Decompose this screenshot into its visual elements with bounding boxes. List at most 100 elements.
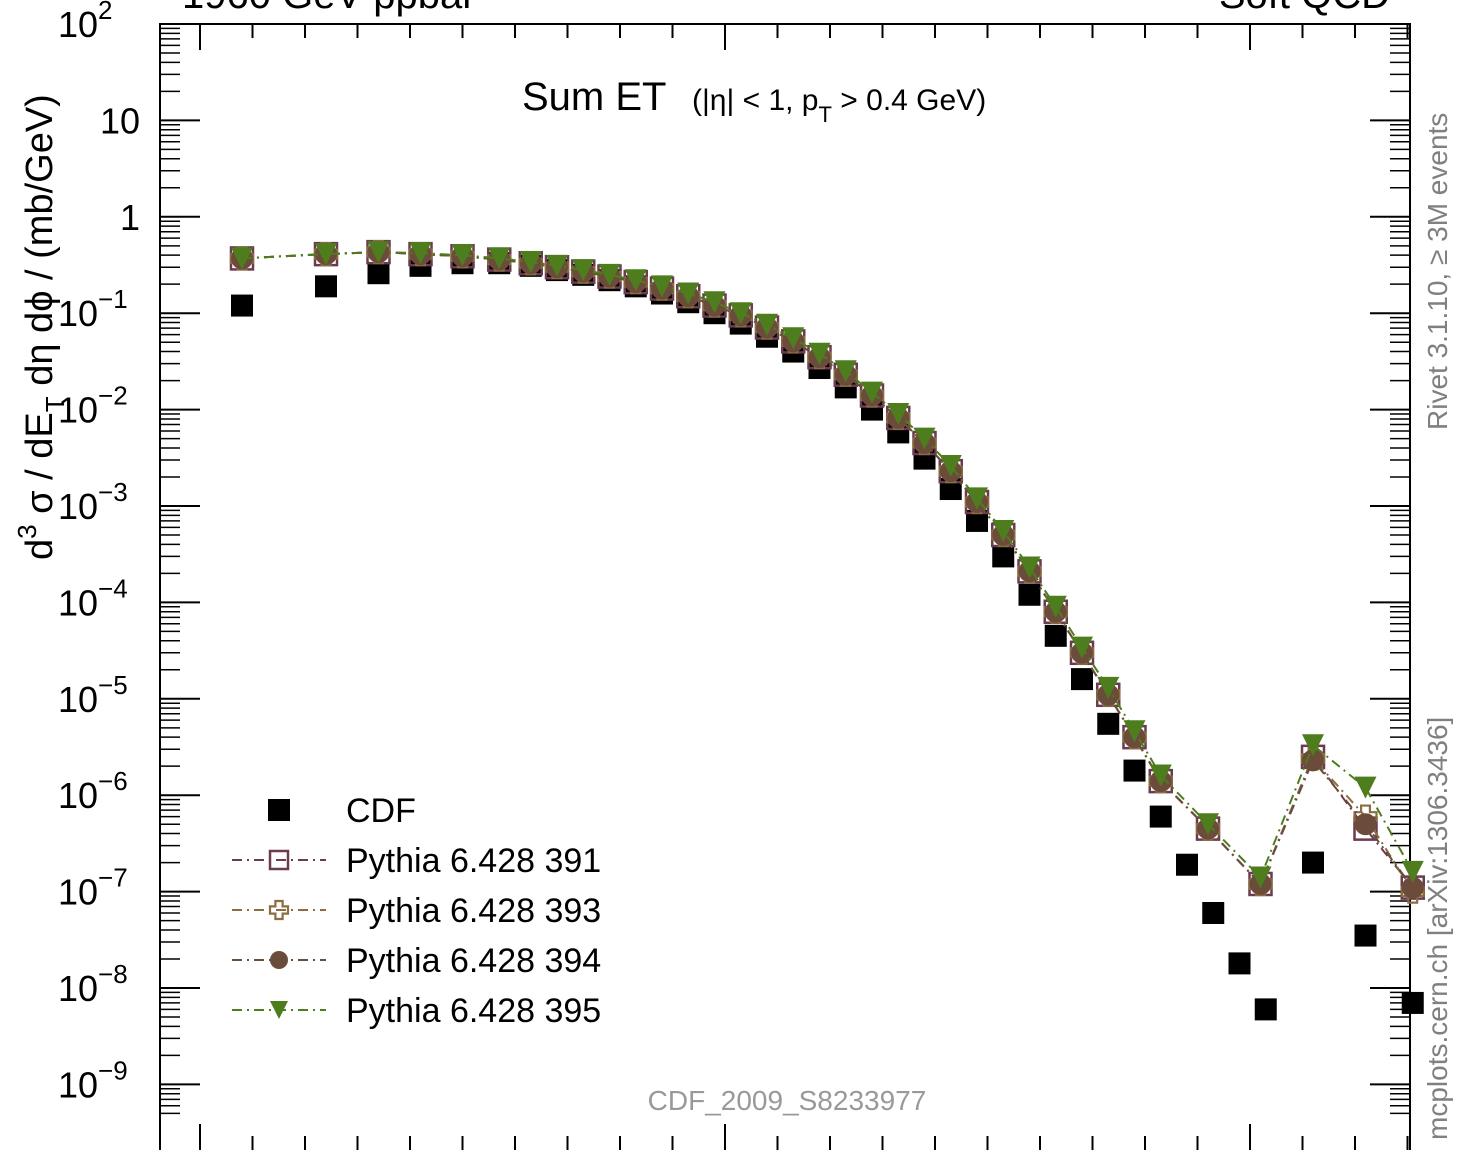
data-point — [677, 282, 700, 305]
y-tick-label: 10−5 — [58, 670, 128, 720]
chart-subtitle: (|η| < 1, pT > 0.4 GeV) — [692, 84, 986, 127]
data-point — [782, 327, 805, 350]
data-point — [598, 263, 621, 286]
legend: CDF Pythia 6.428 391 Pythia 6.428 393 Pythi… — [232, 792, 601, 1030]
data-point — [1401, 991, 1424, 1014]
data-point — [409, 242, 432, 265]
legend-item: Pythia 6.428 393 — [232, 892, 601, 930]
y-axis-label: d3 σ / dET dη dϕ / (mb/GeV) — [12, 94, 70, 560]
y-tick-label: 10−7 — [58, 863, 128, 913]
data-point — [1302, 851, 1324, 874]
y-tick-label: 10−8 — [58, 959, 128, 1009]
data-point — [1044, 624, 1067, 647]
data-point — [270, 1001, 288, 1019]
data-point — [624, 269, 647, 292]
data-point — [913, 427, 936, 450]
data-point — [270, 951, 288, 969]
data-point — [1401, 876, 1424, 899]
legend-item: Pythia 6.428 391 — [232, 842, 601, 880]
chart-title: Sum ET — [522, 75, 666, 119]
data-point — [1097, 712, 1120, 735]
beam-energy-label: 1960 GeV ppbar — [182, 0, 476, 17]
legend-label: CDF — [346, 792, 416, 830]
y-tick-label: 10−1 — [58, 284, 128, 334]
plot-frame — [159, 23, 1411, 1150]
data-point — [1354, 924, 1377, 947]
data-point — [451, 244, 474, 267]
series-4 — [231, 241, 1424, 889]
data-point — [703, 291, 726, 314]
data-point — [315, 243, 337, 266]
data-point — [367, 262, 390, 285]
data-point — [651, 275, 673, 298]
data-point — [992, 545, 1015, 568]
data-point — [315, 275, 337, 298]
data-point — [1123, 720, 1146, 743]
data-point — [1097, 676, 1120, 699]
data-point — [1018, 556, 1041, 579]
data-point — [756, 313, 778, 336]
data-point — [939, 454, 962, 477]
data-point — [546, 254, 568, 277]
legend-label: Pythia 6.428 393 — [346, 892, 601, 930]
data-point — [1149, 764, 1172, 787]
data-point — [1018, 583, 1041, 606]
data-point — [268, 899, 290, 921]
axis-ticks — [160, 23, 1410, 1150]
series-line — [241, 251, 1414, 880]
data-point — [1176, 853, 1198, 876]
data-point — [1071, 668, 1093, 691]
y-tick-label: 10 — [100, 100, 140, 141]
data-point — [1123, 759, 1146, 782]
data-point — [887, 403, 910, 426]
data-point — [808, 342, 831, 365]
legend-item: Pythia 6.428 394 — [232, 942, 601, 980]
y-tick-label: 102 — [58, 0, 113, 45]
data-point — [1302, 734, 1324, 757]
data-point — [1254, 998, 1277, 1021]
mcplots-reference-label: mcplots.cern.ch [arXiv:1306.3436] — [1422, 717, 1453, 1140]
data-point — [1197, 813, 1219, 836]
data-point — [966, 487, 988, 510]
data-point — [1044, 595, 1067, 618]
data-point — [1228, 952, 1251, 975]
data-point — [367, 241, 390, 264]
data-point — [572, 259, 595, 282]
data-point — [834, 360, 857, 383]
data-series — [229, 239, 1425, 1021]
data-point — [488, 247, 511, 270]
y-tick-labels: 102 10 1 10−1 10−2 10−3 10−4 10−5 10−6 10−7 10−8 10… — [58, 0, 140, 1105]
data-point — [861, 381, 883, 404]
data-point — [231, 294, 253, 317]
data-point — [1249, 866, 1272, 889]
data-point — [268, 849, 290, 871]
legend-label: Pythia 6.428 394 — [346, 942, 601, 980]
y-tick-label: 10−9 — [58, 1055, 128, 1105]
analysis-id: CDF_2009_S8233977 — [648, 1085, 927, 1116]
data-point — [729, 302, 752, 325]
data-point — [1302, 749, 1324, 772]
y-tick-label: 10−3 — [58, 477, 128, 527]
y-tick-label: 10−4 — [58, 573, 128, 623]
data-point — [1071, 636, 1093, 659]
data-point — [939, 478, 962, 501]
data-point — [966, 509, 988, 532]
data-point — [992, 520, 1015, 543]
process-label: Soft QCD — [1219, 0, 1390, 17]
rivet-version-label: Rivet 3.1.10, ≥ 3M events — [1422, 113, 1453, 430]
legend-label: Pythia 6.428 391 — [346, 842, 601, 880]
legend-item: CDF — [268, 792, 416, 830]
data-point — [1354, 776, 1377, 799]
y-tick-label: 10−6 — [58, 766, 128, 816]
data-point — [519, 250, 542, 273]
y-tick-label: 1 — [120, 197, 140, 238]
data-point — [1401, 860, 1424, 883]
y-tick-label: 10−2 — [58, 381, 128, 431]
data-point — [1354, 813, 1377, 836]
legend-item: Pythia 6.428 395 — [232, 992, 601, 1030]
data-point — [1149, 805, 1172, 828]
data-point — [1202, 901, 1225, 924]
data-point — [268, 799, 290, 821]
data-point — [231, 247, 253, 270]
